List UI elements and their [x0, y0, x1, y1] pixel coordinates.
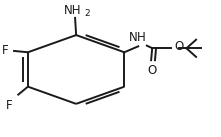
Text: O: O — [148, 64, 157, 77]
Text: N: N — [129, 31, 137, 44]
Text: F: F — [2, 44, 9, 57]
Text: H: H — [137, 31, 146, 44]
Text: NH: NH — [64, 4, 82, 17]
Text: 2: 2 — [85, 9, 90, 18]
Text: O: O — [175, 40, 184, 53]
Text: F: F — [6, 99, 13, 112]
